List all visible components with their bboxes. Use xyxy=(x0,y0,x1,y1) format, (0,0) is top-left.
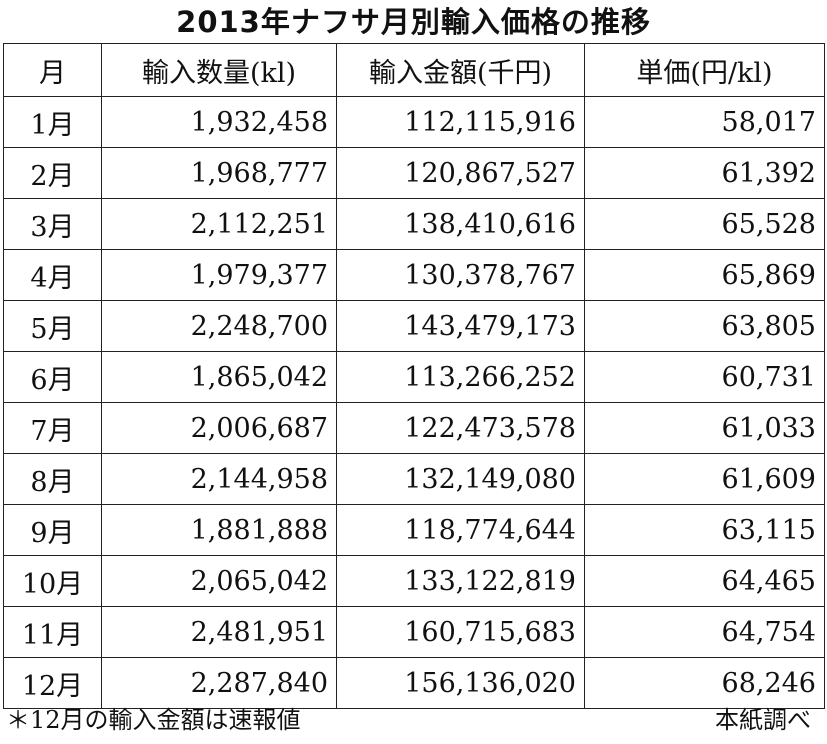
month-cell: 7月 xyxy=(3,402,102,454)
unit-price-cell: 64,465 xyxy=(584,555,825,607)
amount-cell: 113,266,252 xyxy=(336,351,585,403)
source-note: 本紙調べ xyxy=(715,706,811,734)
unit-price-cell: 65,528 xyxy=(584,198,825,250)
table-row: 12月 2,287,840 156,136,020 68,246 xyxy=(3,657,825,709)
month-cell: 5月 xyxy=(3,300,102,352)
month-cell: 3月 xyxy=(3,198,102,250)
volume-cell: 2,006,687 xyxy=(101,402,337,454)
amount-cell: 156,136,020 xyxy=(336,657,585,709)
unit-price-cell: 63,805 xyxy=(584,300,825,352)
table-row: 5月 2,248,700 143,479,173 63,805 xyxy=(3,300,825,352)
amount-cell: 133,122,819 xyxy=(336,555,585,607)
amount-cell: 120,867,527 xyxy=(336,147,585,199)
header-row: 月 輸入数量(kl) 輸入金額(千円) 単価(円/kl) xyxy=(3,43,825,97)
table-row: 6月 1,865,042 113,266,252 60,731 xyxy=(3,351,825,403)
month-cell: 11月 xyxy=(3,606,102,658)
month-cell: 6月 xyxy=(3,351,102,403)
table-row: 4月 1,979,377 130,378,767 65,869 xyxy=(3,249,825,301)
month-cell: 2月 xyxy=(3,147,102,199)
amount-cell: 132,149,080 xyxy=(336,453,585,505)
table-row: 9月 1,881,888 118,774,644 63,115 xyxy=(3,504,825,556)
amount-cell: 130,378,767 xyxy=(336,249,585,301)
unit-price-cell: 61,392 xyxy=(584,147,825,199)
unit-price-cell: 61,033 xyxy=(584,402,825,454)
table-row: 10月 2,065,042 133,122,819 64,465 xyxy=(3,555,825,607)
month-cell: 4月 xyxy=(3,249,102,301)
unit-price-cell: 64,754 xyxy=(584,606,825,658)
header-import-volume: 輸入数量(kl) xyxy=(101,43,337,97)
volume-cell: 1,968,777 xyxy=(101,147,337,199)
table-row: 1月 1,932,458 112,115,916 58,017 xyxy=(3,96,825,148)
amount-cell: 138,410,616 xyxy=(336,198,585,250)
month-cell: 9月 xyxy=(3,504,102,556)
amount-cell: 118,774,644 xyxy=(336,504,585,556)
header-import-amount: 輸入金額(千円) xyxy=(336,43,585,97)
unit-price-cell: 61,609 xyxy=(584,453,825,505)
amount-cell: 112,115,916 xyxy=(336,96,585,148)
unit-price-cell: 65,869 xyxy=(584,249,825,301)
table-row: 7月 2,006,687 122,473,578 61,033 xyxy=(3,402,825,454)
volume-cell: 1,979,377 xyxy=(101,249,337,301)
table-row: 8月 2,144,958 132,149,080 61,609 xyxy=(3,453,825,505)
naphtha-import-table: 月 輸入数量(kl) 輸入金額(千円) 単価(円/kl) 1月 1,932,45… xyxy=(3,43,825,709)
amount-cell: 143,479,173 xyxy=(336,300,585,352)
volume-cell: 1,865,042 xyxy=(101,351,337,403)
unit-price-cell: 63,115 xyxy=(584,504,825,556)
volume-cell: 2,287,840 xyxy=(101,657,337,709)
unit-price-cell: 58,017 xyxy=(584,96,825,148)
table-title: 2013年ナフサ月別輸入価格の推移 xyxy=(176,5,651,39)
footnote: ＊12月の輸入金額は速報値 xyxy=(6,706,301,734)
volume-cell: 2,481,951 xyxy=(101,606,337,658)
unit-price-cell: 60,731 xyxy=(584,351,825,403)
volume-cell: 2,065,042 xyxy=(101,555,337,607)
volume-cell: 1,932,458 xyxy=(101,96,337,148)
table-row: 3月 2,112,251 138,410,616 65,528 xyxy=(3,198,825,250)
volume-cell: 1,881,888 xyxy=(101,504,337,556)
amount-cell: 160,715,683 xyxy=(336,606,585,658)
month-cell: 10月 xyxy=(3,555,102,607)
table-row: 11月 2,481,951 160,715,683 64,754 xyxy=(3,606,825,658)
volume-cell: 2,248,700 xyxy=(101,300,337,352)
volume-cell: 2,144,958 xyxy=(101,453,337,505)
header-unit-price: 単価(円/kl) xyxy=(584,43,825,97)
month-cell: 8月 xyxy=(3,453,102,505)
month-cell: 12月 xyxy=(3,657,102,709)
month-cell: 1月 xyxy=(3,96,102,148)
unit-price-cell: 68,246 xyxy=(584,657,825,709)
header-month: 月 xyxy=(3,43,102,97)
table-row: 2月 1,968,777 120,867,527 61,392 xyxy=(3,147,825,199)
amount-cell: 122,473,578 xyxy=(336,402,585,454)
volume-cell: 2,112,251 xyxy=(101,198,337,250)
